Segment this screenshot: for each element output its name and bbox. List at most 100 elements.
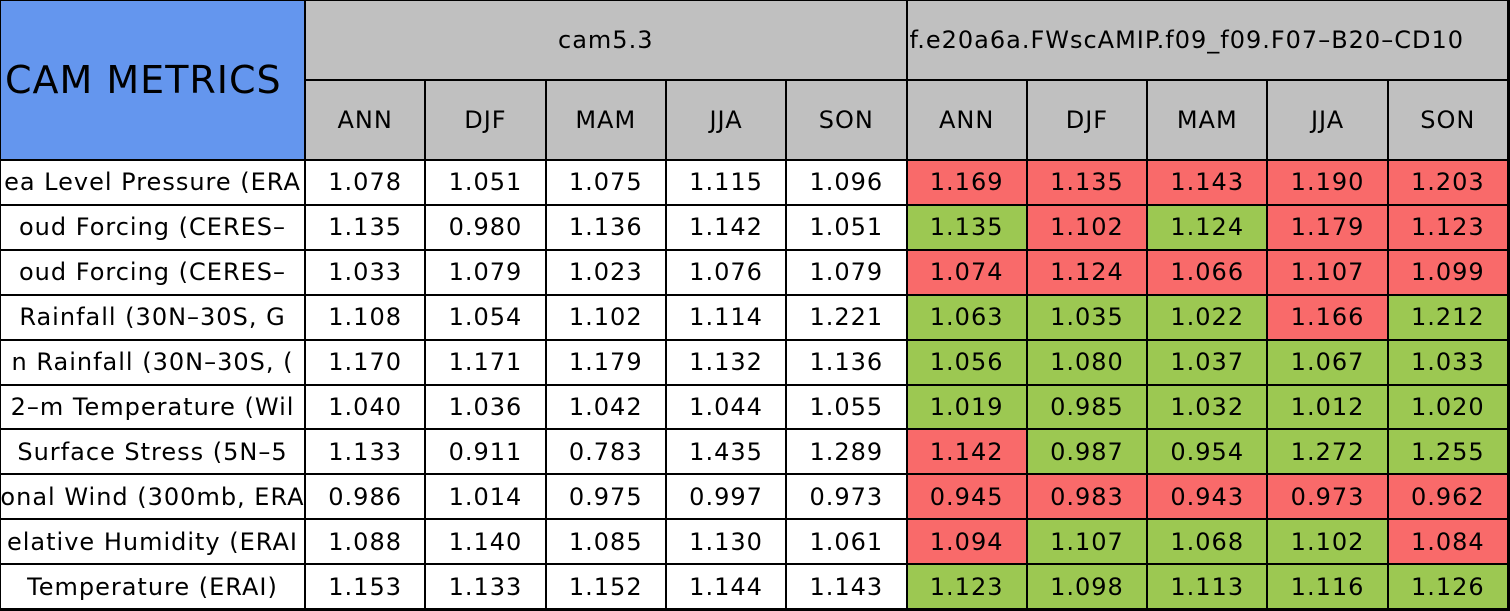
value-cell: 1.037: [1148, 340, 1269, 386]
value-cell: 1.102: [1027, 205, 1149, 251]
season-header: JJA: [666, 81, 788, 161]
value-cell: 1.036: [426, 385, 547, 431]
value-cell: 1.063: [907, 295, 1028, 341]
value-cell: 1.054: [426, 295, 547, 341]
season-header: DJF: [1027, 81, 1149, 161]
value-cell: 1.135: [907, 205, 1028, 251]
season-header: DJF: [426, 81, 547, 161]
value-cell: 1.123: [907, 565, 1028, 610]
row-label: n Rainfall (30N–30S, (: [1, 340, 306, 386]
value-cell: 1.108: [306, 295, 427, 341]
value-cell: 1.113: [1148, 565, 1269, 610]
value-cell: 1.107: [1268, 250, 1389, 296]
value-cell: 1.033: [1388, 340, 1509, 386]
value-cell: 1.078: [306, 161, 427, 206]
group-header: f.e20a6a.FWscAMIP.f09_f09.F07–B20–CD10: [907, 1, 1509, 81]
value-cell: 1.143: [1148, 161, 1269, 206]
value-cell: 0.973: [1268, 475, 1389, 521]
value-cell: 1.056: [907, 340, 1028, 386]
value-cell: 1.136: [546, 205, 667, 251]
value-cell: 0.954: [1148, 430, 1269, 476]
value-cell: 1.255: [1388, 430, 1509, 476]
row-label: onal Wind (300mb, ERA: [1, 475, 306, 521]
value-cell: 1.133: [426, 565, 547, 610]
value-cell: 0.997: [666, 475, 788, 521]
value-cell: 1.022: [1148, 295, 1269, 341]
row-label: oud Forcing (CERES–: [1, 250, 306, 296]
value-cell: 1.135: [306, 205, 427, 251]
row-label: Surface Stress (5N–5: [1, 430, 306, 476]
value-cell: 1.143: [787, 565, 908, 610]
table-title: CAM METRICS: [1, 1, 306, 161]
value-cell: 1.130: [666, 520, 788, 566]
value-cell: 1.042: [546, 385, 667, 431]
value-cell: 1.035: [1027, 295, 1149, 341]
value-cell: 1.272: [1268, 430, 1389, 476]
value-cell: 1.079: [787, 250, 908, 296]
row-label: Rainfall (30N–30S, G: [1, 295, 306, 341]
value-cell: 0.975: [546, 475, 667, 521]
value-cell: 1.115: [666, 161, 788, 206]
value-cell: 1.099: [1388, 250, 1509, 296]
value-cell: 1.166: [1268, 295, 1389, 341]
row-label: Temperature (ERAI): [1, 565, 306, 610]
value-cell: 1.170: [306, 340, 427, 386]
value-cell: 1.140: [426, 520, 547, 566]
row-label: ea Level Pressure (ERA: [1, 161, 306, 206]
value-cell: 1.289: [787, 430, 908, 476]
value-cell: 1.212: [1388, 295, 1509, 341]
value-cell: 1.080: [1027, 340, 1149, 386]
value-cell: 1.203: [1388, 161, 1509, 206]
value-cell: 1.142: [666, 205, 788, 251]
value-cell: 1.075: [546, 161, 667, 206]
value-cell: 1.032: [1148, 385, 1269, 431]
value-cell: 1.055: [787, 385, 908, 431]
value-cell: 1.079: [426, 250, 547, 296]
value-cell: 1.133: [306, 430, 427, 476]
value-cell: 0.783: [546, 430, 667, 476]
value-cell: 1.094: [907, 520, 1028, 566]
value-cell: 1.066: [1148, 250, 1269, 296]
value-cell: 1.098: [1027, 565, 1149, 610]
value-cell: 1.126: [1388, 565, 1509, 610]
value-cell: 1.107: [1027, 520, 1149, 566]
value-cell: 1.123: [1388, 205, 1509, 251]
value-cell: 0.986: [306, 475, 427, 521]
value-cell: 1.190: [1268, 161, 1389, 206]
value-cell: 1.124: [1027, 250, 1149, 296]
value-cell: 1.033: [306, 250, 427, 296]
value-cell: 0.987: [1027, 430, 1149, 476]
value-cell: 1.051: [787, 205, 908, 251]
season-header: ANN: [306, 81, 427, 161]
value-cell: 0.945: [907, 475, 1028, 521]
value-cell: 1.153: [306, 565, 427, 610]
value-cell: 1.074: [907, 250, 1028, 296]
group-header: cam5.3: [306, 1, 908, 81]
value-cell: 1.136: [787, 340, 908, 386]
value-cell: 0.985: [1027, 385, 1149, 431]
value-cell: 1.169: [907, 161, 1028, 206]
value-cell: 0.943: [1148, 475, 1269, 521]
value-cell: 1.171: [426, 340, 547, 386]
value-cell: 1.014: [426, 475, 547, 521]
value-cell: 1.020: [1388, 385, 1509, 431]
season-header: SON: [1388, 81, 1509, 161]
value-cell: 1.142: [907, 430, 1028, 476]
value-cell: 1.144: [666, 565, 788, 610]
season-header: JJA: [1268, 81, 1389, 161]
value-cell: 1.435: [666, 430, 788, 476]
row-label: oud Forcing (CERES–: [1, 205, 306, 251]
value-cell: 1.061: [787, 520, 908, 566]
value-cell: 1.221: [787, 295, 908, 341]
value-cell: 0.911: [426, 430, 547, 476]
season-header: MAM: [546, 81, 667, 161]
value-cell: 1.179: [1268, 205, 1389, 251]
row-label: 2–m Temperature (Wil: [1, 385, 306, 431]
value-cell: 1.085: [546, 520, 667, 566]
value-cell: 1.019: [907, 385, 1028, 431]
value-cell: 1.179: [546, 340, 667, 386]
value-cell: 1.088: [306, 520, 427, 566]
value-cell: 1.012: [1268, 385, 1389, 431]
value-cell: 1.076: [666, 250, 788, 296]
